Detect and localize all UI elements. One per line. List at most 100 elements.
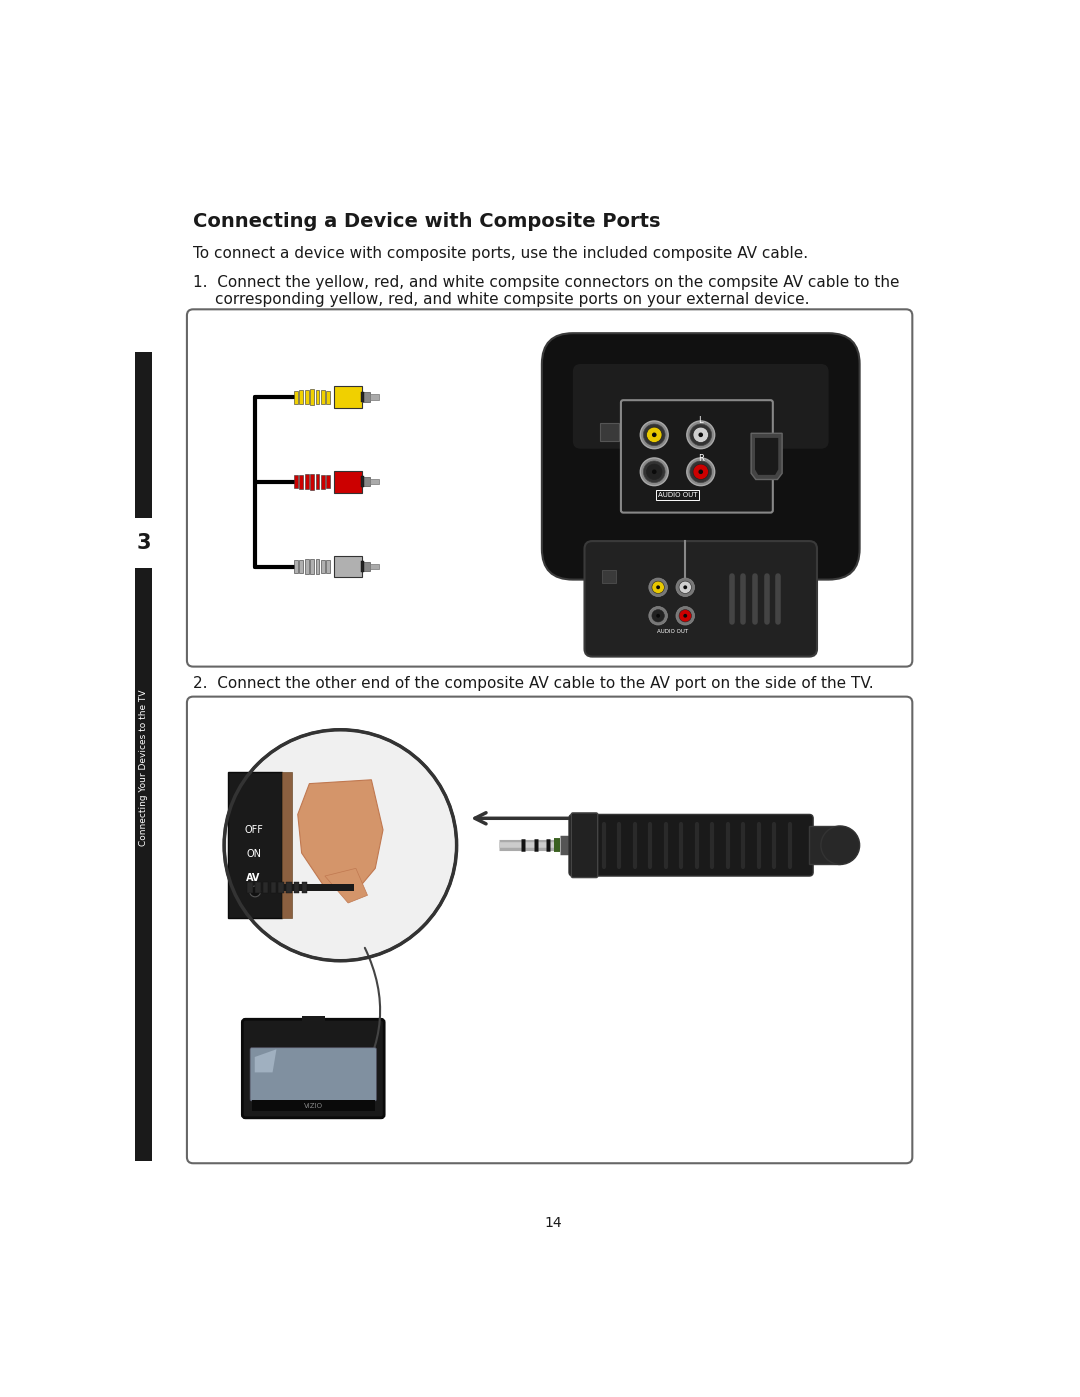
Circle shape (657, 585, 660, 590)
Bar (334, 387, 362, 408)
Text: 1.  Connect the yellow, red, and white compsite connectors on the compsite AV ca: 1. Connect the yellow, red, and white co… (193, 275, 900, 291)
FancyBboxPatch shape (542, 334, 860, 580)
Text: R: R (698, 454, 704, 464)
Circle shape (657, 613, 660, 617)
Circle shape (652, 433, 657, 437)
Bar (299, 475, 303, 489)
Bar (255, 882, 260, 893)
Circle shape (644, 461, 665, 482)
Bar (294, 475, 298, 489)
Circle shape (649, 606, 667, 624)
Circle shape (687, 420, 715, 448)
Text: Connecting Your Devices to the TV: Connecting Your Devices to the TV (139, 690, 148, 847)
Circle shape (640, 420, 669, 448)
Bar (282, 773, 292, 918)
Circle shape (679, 609, 691, 622)
FancyBboxPatch shape (584, 541, 816, 657)
Bar (299, 390, 303, 404)
Circle shape (647, 427, 662, 443)
Bar (361, 476, 364, 488)
Bar (362, 478, 369, 486)
Circle shape (652, 469, 657, 474)
Bar (279, 882, 284, 893)
Circle shape (649, 578, 667, 597)
FancyBboxPatch shape (571, 813, 597, 877)
Circle shape (687, 458, 715, 486)
Text: 3: 3 (136, 534, 151, 553)
Circle shape (690, 425, 712, 446)
Bar (361, 562, 364, 571)
Bar (369, 394, 379, 400)
Circle shape (249, 886, 260, 897)
Bar (315, 559, 320, 574)
Bar (305, 475, 309, 489)
Circle shape (676, 606, 694, 624)
Text: AUDIO OUT: AUDIO OUT (657, 630, 688, 634)
FancyBboxPatch shape (569, 814, 813, 876)
Bar (326, 475, 330, 489)
Bar (135, 352, 152, 1161)
Bar (326, 560, 330, 573)
Bar (294, 560, 298, 573)
Circle shape (676, 578, 694, 597)
Bar (321, 560, 325, 573)
Circle shape (699, 433, 703, 437)
Bar (252, 1099, 375, 1111)
Bar (369, 479, 379, 485)
Text: AUDIO OUT: AUDIO OUT (658, 492, 698, 497)
Bar (362, 562, 369, 571)
Bar (369, 564, 379, 569)
Bar (135, 518, 152, 569)
Bar (301, 1016, 325, 1023)
Bar (246, 884, 354, 891)
Bar (334, 471, 362, 493)
Circle shape (652, 581, 664, 594)
FancyBboxPatch shape (187, 309, 913, 666)
Bar (310, 474, 314, 489)
Circle shape (644, 425, 665, 446)
Polygon shape (751, 433, 782, 479)
FancyBboxPatch shape (572, 365, 828, 448)
Circle shape (640, 458, 669, 486)
Bar (315, 390, 320, 404)
Bar (271, 882, 276, 893)
Circle shape (690, 461, 712, 482)
Bar (310, 390, 314, 405)
FancyBboxPatch shape (621, 400, 773, 513)
Bar (602, 570, 616, 584)
Bar (809, 826, 840, 865)
Text: 2.  Connect the other end of the composite AV cable to the AV port on the side o: 2. Connect the other end of the composit… (193, 676, 874, 692)
Bar (247, 882, 253, 893)
Circle shape (684, 585, 687, 590)
Bar (228, 773, 282, 918)
Bar (294, 391, 298, 404)
Text: L: L (699, 416, 703, 426)
Text: Connecting a Device with Composite Ports: Connecting a Device with Composite Ports (193, 212, 661, 232)
Text: To connect a device with composite ports, use the included composite AV cable.: To connect a device with composite ports… (193, 246, 808, 261)
Bar (321, 390, 325, 404)
Bar (362, 393, 369, 402)
Bar (326, 391, 330, 404)
Bar (301, 882, 307, 893)
FancyBboxPatch shape (187, 697, 913, 1164)
Circle shape (225, 729, 457, 961)
Circle shape (652, 609, 664, 622)
Bar (334, 556, 362, 577)
Text: 14: 14 (544, 1215, 563, 1229)
Bar (315, 475, 320, 489)
Polygon shape (298, 780, 383, 891)
FancyBboxPatch shape (242, 1020, 384, 1118)
Polygon shape (255, 1049, 276, 1073)
Bar (299, 560, 303, 573)
Bar (286, 882, 292, 893)
Text: AV: AV (246, 873, 260, 883)
Text: ON: ON (246, 849, 261, 859)
Polygon shape (755, 437, 779, 475)
Bar (600, 422, 619, 441)
Bar (321, 475, 325, 489)
Bar (361, 391, 364, 402)
Circle shape (679, 581, 691, 594)
Bar (305, 559, 309, 574)
Circle shape (647, 464, 662, 479)
Bar (294, 882, 299, 893)
